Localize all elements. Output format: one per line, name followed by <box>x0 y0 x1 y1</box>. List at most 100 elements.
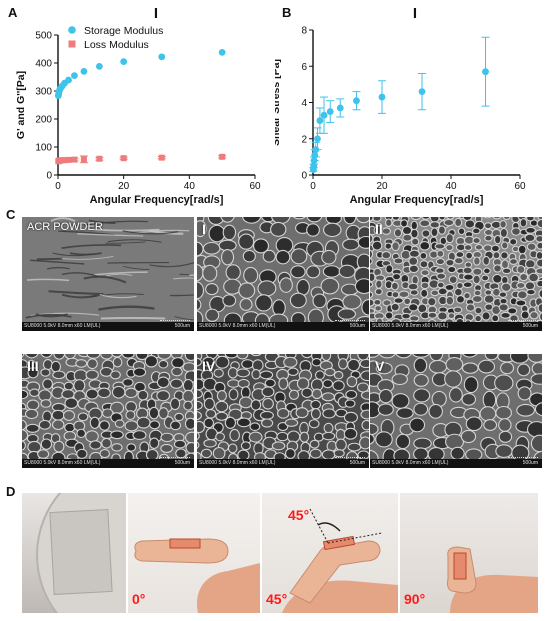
photo-illustration <box>36 493 126 613</box>
photo-finger-bend: 90° <box>400 493 538 613</box>
sem-flake <box>94 228 160 232</box>
sem-pore <box>471 294 483 304</box>
sem-pore <box>345 389 358 399</box>
sem-pore <box>238 233 255 250</box>
sem-pore <box>255 294 273 312</box>
sem-pore <box>75 359 88 368</box>
sem-pore <box>461 393 477 406</box>
hydrogel-film <box>49 509 113 595</box>
sem-pore <box>250 399 262 411</box>
sem-pore <box>538 289 542 299</box>
legend-marker <box>68 40 76 48</box>
sem-pore <box>492 217 502 220</box>
sem-pore <box>360 370 369 382</box>
sem-pore <box>462 281 473 289</box>
sem-pore <box>52 370 66 380</box>
sem-pore <box>85 430 99 443</box>
x-tick-label: 0 <box>55 181 61 192</box>
sem-pore <box>453 306 463 314</box>
sem-image: IV SU8000 5.0kV 8.0mm x60 LM(UL) 500um <box>197 354 369 468</box>
chart-title: I <box>413 5 417 22</box>
sem-pore <box>240 441 251 451</box>
sem-pore <box>445 243 454 252</box>
sem-info-text: SU8000 5.0kV 8.0mm x60 LM(UL) <box>372 460 449 466</box>
sem-pore <box>413 357 428 374</box>
sem-pore <box>413 373 429 387</box>
x-tick-label: 40 <box>184 181 196 192</box>
data-point <box>65 76 72 84</box>
sem-pore <box>197 298 202 311</box>
sem-flake <box>61 293 98 299</box>
data-point <box>314 135 321 143</box>
sem-pore <box>517 386 532 401</box>
sem-info-text: SU8000 5.0kV 8.0mm x60 LM(UL) <box>24 323 101 329</box>
sem-pore <box>169 397 181 411</box>
scale-bar <box>335 320 365 321</box>
sem-pore <box>400 249 411 260</box>
sem-pore <box>462 266 473 275</box>
sem-pore <box>216 390 227 402</box>
scale-bar <box>508 457 538 458</box>
sem-pore <box>77 412 89 422</box>
sem-pore <box>501 267 512 275</box>
sem-pore <box>22 354 25 358</box>
sem-pore <box>299 431 310 443</box>
scale-bar <box>508 320 538 321</box>
sem-flake <box>88 219 116 224</box>
sem-pore <box>212 446 226 460</box>
sem-pore <box>289 292 307 309</box>
sem-pore <box>310 399 322 410</box>
sem-pore <box>252 238 270 254</box>
sem-pore <box>257 280 277 297</box>
chart-title: I <box>154 5 158 22</box>
data-point <box>158 53 166 61</box>
sem-pore <box>114 419 125 428</box>
sem-pore <box>160 443 174 453</box>
y-axis-label: G' and G''[Pa] <box>15 71 27 139</box>
sem-pore <box>430 227 439 238</box>
sem-pore <box>137 389 149 401</box>
sem-pore <box>378 388 393 404</box>
sem-flake <box>36 257 63 261</box>
sem-flake <box>149 262 194 268</box>
sem-pore <box>409 289 419 296</box>
sem-pore <box>411 354 430 358</box>
sem-pore <box>492 273 503 284</box>
sem-pore <box>197 220 207 238</box>
sem-pore <box>283 356 298 368</box>
sem-pore <box>474 306 483 315</box>
sem-pore <box>272 299 286 317</box>
sem-pore <box>63 381 74 391</box>
sem-pore <box>110 430 124 440</box>
sem-pore <box>536 279 542 288</box>
sem-pore <box>420 288 429 298</box>
sem-pore <box>51 419 65 431</box>
sem-pore <box>242 249 256 263</box>
sem-pore <box>76 428 86 439</box>
panel-letter-d: D <box>6 484 16 499</box>
sem-flake <box>107 261 170 264</box>
sem-pore <box>525 226 536 234</box>
sem-pore <box>322 408 336 419</box>
sem-pore <box>427 311 438 319</box>
sem-pore <box>223 278 242 295</box>
sem-scale-text: 500um <box>174 460 190 466</box>
sem-pore <box>322 265 341 278</box>
data-point <box>65 156 72 163</box>
sem-pore <box>428 403 443 419</box>
x-tick-label: 0 <box>310 181 316 192</box>
sem-pore <box>184 417 194 430</box>
data-point <box>316 117 324 125</box>
data-point <box>353 97 360 105</box>
sem-pore <box>465 303 476 312</box>
sem-texture <box>370 217 542 331</box>
sem-pore <box>61 389 75 400</box>
sem-pore <box>483 228 494 237</box>
sem-pore <box>85 369 99 381</box>
sem-pore <box>53 440 65 453</box>
sem-pore <box>456 282 464 290</box>
sem-pore <box>491 314 500 323</box>
sem-pore <box>301 387 313 398</box>
sem-pore <box>89 440 102 450</box>
sem-pore <box>321 249 337 265</box>
